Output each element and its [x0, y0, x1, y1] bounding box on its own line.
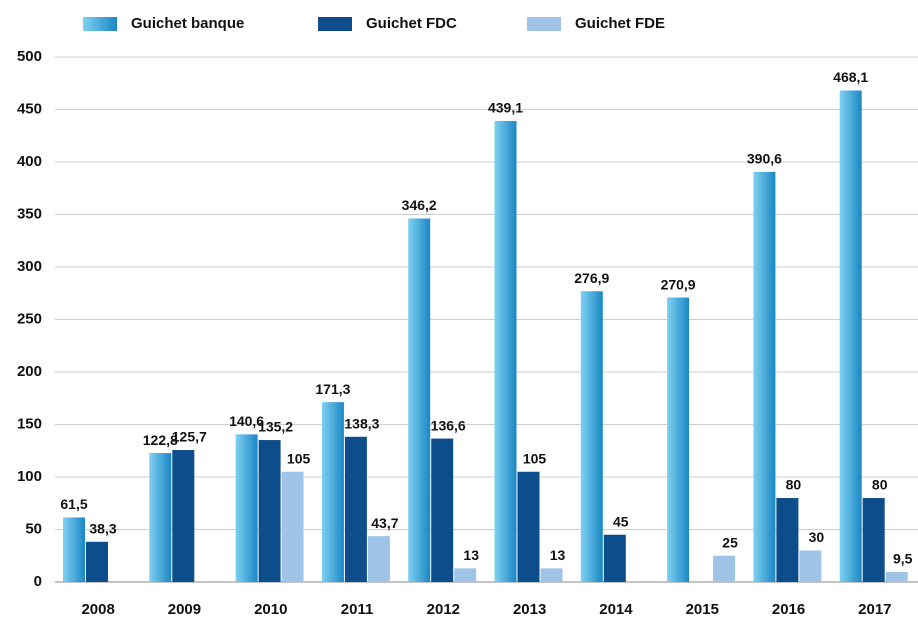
legend-label: Guichet banque: [131, 15, 244, 32]
y-tick-label: 0: [34, 573, 42, 590]
bar: [235, 434, 258, 582]
value-label: 25: [722, 534, 738, 550]
value-label: 122,8: [143, 432, 178, 448]
value-label: 38,3: [89, 520, 116, 536]
legend-label: Guichet FDE: [575, 15, 665, 32]
value-label: 61,5: [60, 496, 87, 512]
y-tick-label: 50: [25, 520, 42, 537]
bar: [281, 471, 304, 582]
x-tick-label: 2016: [772, 601, 805, 618]
bar: [839, 90, 862, 583]
value-label: 125,7: [172, 429, 207, 445]
x-tick-label: 2008: [81, 601, 114, 618]
value-label: 270,9: [661, 276, 696, 292]
value-label: 390,6: [747, 151, 782, 167]
x-tick-label: 2012: [427, 601, 460, 618]
x-tick-label: 2015: [686, 601, 719, 618]
x-tick-label: 2009: [168, 601, 201, 618]
value-label: 136,6: [431, 417, 466, 433]
bar: [408, 218, 431, 583]
bar: [713, 555, 736, 582]
value-label: 439,1: [488, 100, 523, 116]
y-tick-label: 150: [17, 415, 42, 432]
value-label: 80: [786, 477, 802, 493]
y-tick-label: 500: [17, 48, 42, 65]
y-tick-label: 450: [17, 100, 42, 117]
bar: [367, 536, 390, 582]
value-label: 140,6: [229, 413, 264, 429]
bar: [517, 471, 540, 582]
legend-swatch: [527, 17, 561, 31]
bar: [63, 517, 85, 582]
bar: [149, 453, 172, 582]
y-tick-label: 350: [17, 205, 42, 222]
value-label: 45: [613, 513, 629, 529]
bar: [494, 120, 517, 582]
value-label: 276,9: [574, 270, 609, 286]
legend-label: Guichet FDC: [366, 15, 457, 32]
bar: [862, 498, 885, 582]
value-label: 30: [809, 529, 825, 545]
bar: [321, 402, 344, 582]
legend-swatch: [318, 17, 352, 31]
value-label: 105: [287, 450, 311, 466]
bar: [454, 568, 477, 582]
bar: [753, 171, 776, 582]
value-label: 80: [872, 477, 888, 493]
y-tick-label: 300: [17, 258, 42, 275]
bar: [344, 436, 367, 582]
x-tick-label: 2017: [858, 601, 891, 618]
value-label: 105: [523, 450, 547, 466]
y-tick-label: 200: [17, 363, 42, 380]
value-label: 13: [550, 547, 566, 563]
bar: [603, 534, 626, 582]
x-tick-label: 2014: [599, 601, 633, 618]
value-label: 171,3: [315, 381, 350, 397]
value-label: 346,2: [402, 197, 437, 213]
value-label: 135,2: [258, 419, 293, 435]
x-tick-label: 2013: [513, 601, 546, 618]
y-tick-label: 400: [17, 153, 42, 170]
y-tick-label: 100: [17, 468, 42, 485]
bar: [86, 541, 108, 582]
legend-swatch: [83, 17, 117, 31]
bar: [431, 438, 454, 582]
value-label: 468,1: [833, 69, 868, 85]
y-tick-label: 250: [17, 310, 42, 327]
value-label: 9,5: [893, 551, 913, 567]
bar: [580, 291, 603, 582]
bar: [540, 568, 563, 582]
bar: [776, 498, 799, 582]
bar: [885, 572, 908, 582]
value-label: 43,7: [371, 515, 398, 531]
value-label: 138,3: [344, 415, 379, 431]
bar: [799, 550, 822, 582]
bar: [258, 440, 281, 582]
x-tick-label: 2010: [254, 601, 287, 618]
value-label: 13: [463, 547, 479, 563]
x-tick-label: 2011: [341, 601, 374, 618]
bar: [667, 297, 690, 582]
bar: [172, 450, 195, 582]
